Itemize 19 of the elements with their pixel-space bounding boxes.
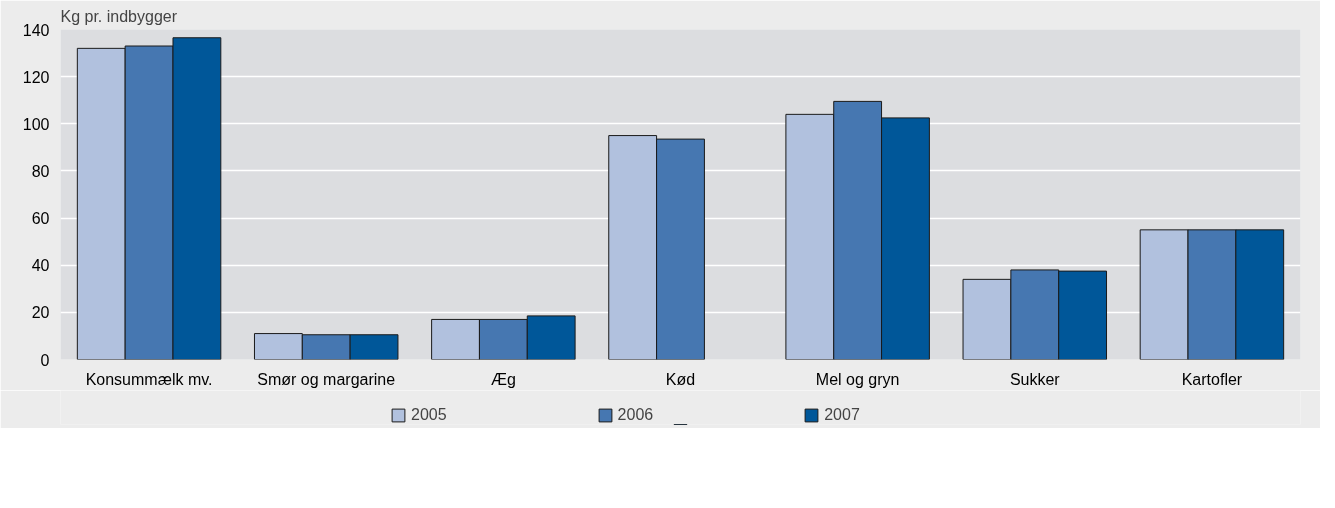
x-tick-label: Sukker <box>1009 370 1061 388</box>
y-tick-label: 40 <box>31 257 50 275</box>
y-axis-title: Kg pr. indbygger <box>60 7 178 25</box>
x-tick-label: Smør og margarine <box>257 370 396 388</box>
x-tick-label: Æg <box>490 370 516 388</box>
x-tick-label: Kartofler <box>1181 370 1243 388</box>
y-tick-label: 60 <box>31 210 50 228</box>
x-tick-label: Konsummælk mv. <box>85 370 213 388</box>
legend-label: 2005 <box>411 406 447 424</box>
y-tick-label: 140 <box>22 21 50 39</box>
y-tick-label: 0 <box>40 351 50 369</box>
legend-label: 2006 <box>617 406 654 424</box>
x-tick-label: Kød <box>665 370 696 388</box>
x-tick-label: Mel og gryn <box>815 370 900 388</box>
y-tick-label: 120 <box>22 68 50 86</box>
y-tick-label: 80 <box>31 162 50 180</box>
legend-label: 2007 <box>824 406 860 424</box>
y-tick-label: 100 <box>22 115 50 133</box>
y-tick-label: 20 <box>31 304 50 322</box>
